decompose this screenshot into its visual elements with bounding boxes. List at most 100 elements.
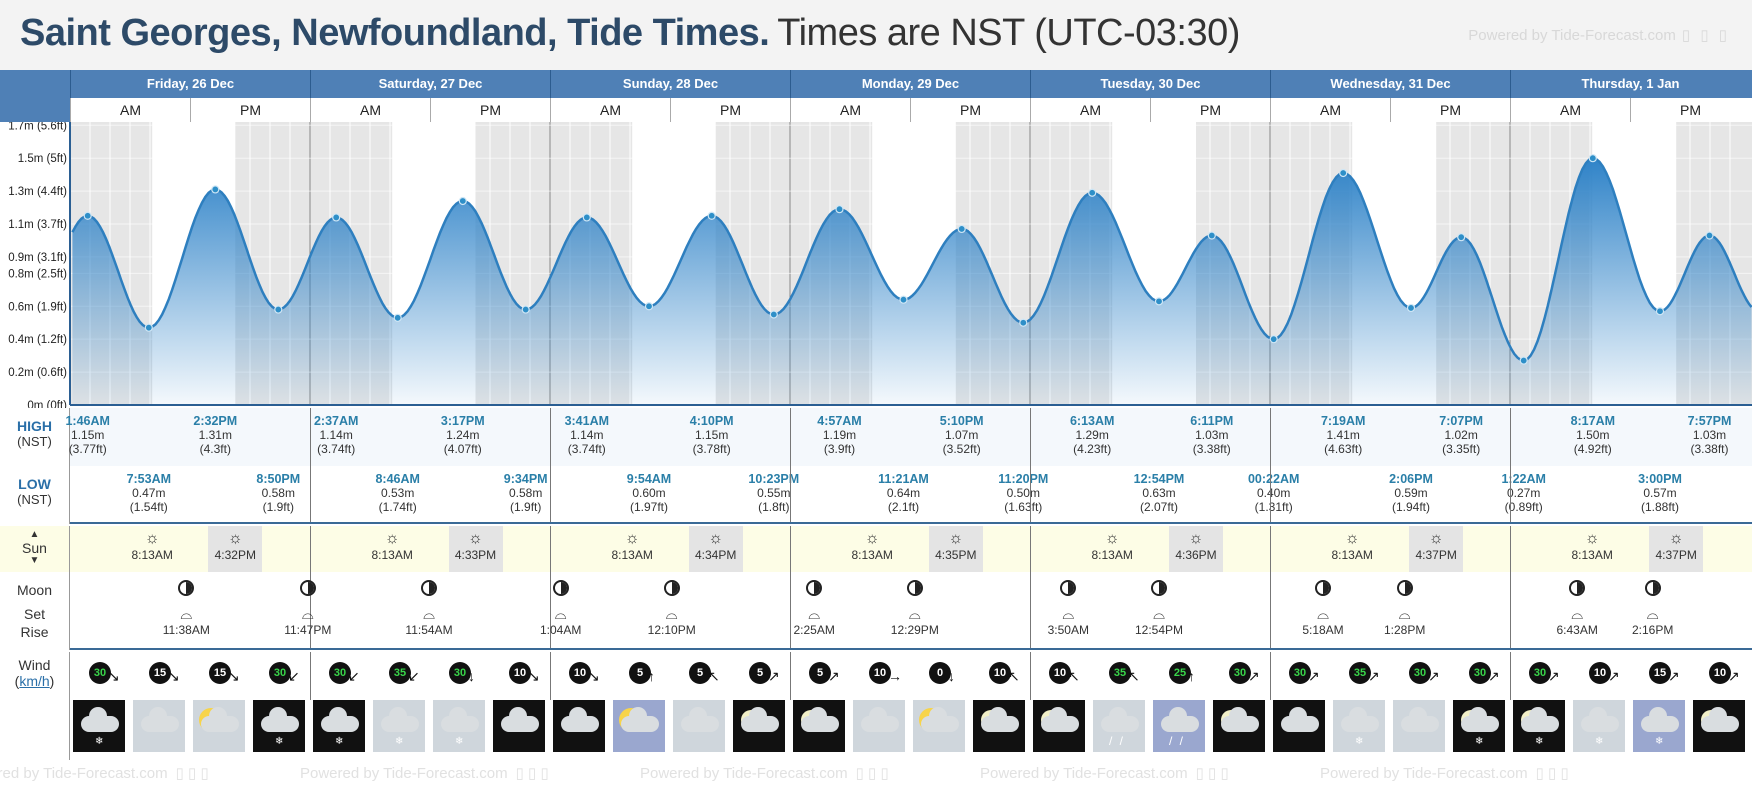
snow-icon: ❄ <box>1655 736 1664 747</box>
wind-entry: 30 ↗ <box>1270 662 1330 684</box>
high-tide-entry: 3:41AM 1.14m (3.74ft) <box>557 414 617 456</box>
powered-by[interactable]: Powered by Tide-Forecast.com ▯ ▯ ▯ <box>1468 26 1730 44</box>
moon-rise-icon: ⌓ <box>1646 606 1659 623</box>
low-tide-meters: 0.47m <box>132 486 166 500</box>
low-tide-entry: 9:34PM 0.58m (1.9ft) <box>496 472 556 514</box>
low-tide-meters: 0.58m <box>509 486 543 500</box>
low-tide-feet: (1.63ft) <box>1004 500 1043 514</box>
high-tide-row: 1:46AM 1.15m (3.77ft) 2:32PM 1.31m (4.3ft) 2:3… <box>65 408 1752 466</box>
am-label-0: AM <box>70 98 190 122</box>
low-tide-meters: 0.57m <box>1643 486 1677 500</box>
high-tide-meters: 1.03m <box>1195 428 1229 442</box>
day-separator <box>1030 572 1031 648</box>
day-separator <box>1270 652 1271 700</box>
wind-direction-icon: ↑ <box>648 668 655 684</box>
footer-icons: ▯ ▯ ▯ <box>175 765 209 782</box>
day-separator <box>550 652 551 700</box>
sunrise-icon: ☼ <box>624 530 640 547</box>
day-separator <box>1030 526 1031 572</box>
powered-by-text[interactable]: Powered by Tide-Forecast.com <box>1468 27 1676 44</box>
moon-set-time: 3:50AM <box>1047 623 1089 637</box>
sunset-shade <box>208 526 263 572</box>
high-tide-time: 6:13AM <box>1069 414 1115 428</box>
wind-entry: 35 ↖ <box>1090 662 1150 684</box>
high-tide-meters: 1.29m <box>1075 428 1109 442</box>
wind-direction-icon: ↙ <box>408 668 420 684</box>
high-tide-meters: 1.02m <box>1444 428 1478 442</box>
sunset-shade <box>928 526 983 572</box>
high-tide-feet: (3.74ft) <box>567 442 606 456</box>
tide-extreme-point <box>1406 303 1416 313</box>
tide-extreme-point <box>274 305 283 314</box>
low-tide-meters: 0.58m <box>261 486 295 500</box>
sun-up-arrow-icon: ▲ <box>29 529 40 540</box>
day-header-3: Monday, 29 Dec <box>790 70 1030 98</box>
high-tide-entry: 7:57PM 1.03m (3.38ft) <box>1680 414 1740 456</box>
moon-phase-icon <box>1151 580 1167 596</box>
low-tide-meters: 0.27m <box>1507 486 1541 500</box>
weather-icon-cloud: ❄ <box>253 700 306 752</box>
wind-direction-icon: ↖ <box>1008 668 1020 684</box>
moon-rise-time: 11:54AM <box>405 623 453 637</box>
snow-icon: ❄ <box>1595 736 1604 747</box>
weather-icon-cloud: / / <box>1093 700 1146 752</box>
wind-speed-badge: 30 <box>89 662 111 684</box>
low-tide-entry: 1:22AM 0.27m (0.89ft) <box>1494 472 1554 514</box>
low-tide-entry: 11:21AM 0.64m (2.1ft) <box>874 472 934 514</box>
footer-icons: ▯ ▯ ▯ <box>515 765 549 782</box>
weather-icon-cloud: ❄ <box>433 700 486 752</box>
am-label-5: AM <box>1270 98 1390 122</box>
tide-extreme-point <box>644 302 654 311</box>
moon-set-time: 11:47PM <box>284 623 332 637</box>
weather-icon-sun-cloud <box>613 700 666 752</box>
moon-phase-icon <box>1396 580 1413 596</box>
wind-direction-icon: ↙ <box>288 668 300 684</box>
wind-direction-icon: ↘ <box>108 668 120 684</box>
wind-speed-badge: 10 <box>509 662 531 684</box>
moon-rise-icon: ⌓ <box>423 606 435 623</box>
weather-icon-sun-cloud <box>193 700 246 752</box>
high-tide-time: 2:32PM <box>193 414 238 428</box>
high-tide-entry: 6:13AM 1.29m (4.23ft) <box>1062 414 1122 456</box>
cloud-icon <box>1401 707 1439 732</box>
high-tide-meters: 1.31m <box>198 428 232 442</box>
moon-phase-icon <box>552 580 569 596</box>
high-tide-entry: 6:11PM 1.03m (3.38ft) <box>1182 414 1242 456</box>
wind-unit-link[interactable]: km/h <box>19 673 50 689</box>
low-tz: (NST) <box>17 492 52 507</box>
wind-speed-badge: 10 <box>569 662 591 684</box>
moon-rise-time: 1:28PM <box>1384 623 1426 637</box>
cloud-icon <box>81 707 119 732</box>
sunrise-time: 8:13AM <box>611 548 653 562</box>
sunset-time: 4:33PM <box>454 548 497 562</box>
day-separator <box>1270 408 1271 466</box>
high-tide-feet: (3.38ft) <box>1690 442 1729 456</box>
high-tide-time: 3:41AM <box>564 414 610 428</box>
high-tide-meters: 1.50m <box>1576 428 1610 442</box>
y-tick-label: 0.4m (1.2ft) <box>8 334 67 346</box>
y-tick-label: 0.9m (3.1ft) <box>8 252 67 264</box>
wind-direction-icon: ↙ <box>348 668 360 684</box>
snow-icon: ❄ <box>95 736 104 747</box>
wind-entry: 15 ↗ <box>1630 662 1690 684</box>
wind-direction-icon: ↗ <box>1308 668 1320 684</box>
pm-label-3: PM <box>910 98 1030 122</box>
sunrise-entry: ☼ 8:13AM <box>122 530 182 562</box>
day-separator <box>1270 466 1271 522</box>
cloud-icon <box>1581 707 1619 732</box>
weather-icon-cloud <box>1273 700 1326 752</box>
day-separator <box>790 466 791 522</box>
day-separator <box>1510 572 1511 648</box>
snow-icon: ❄ <box>455 736 464 747</box>
tide-extreme-point <box>1705 231 1714 240</box>
day-header-1: Saturday, 27 Dec <box>310 70 550 98</box>
sunset-time: 4:37PM <box>1655 548 1697 562</box>
high-tide-time: 5:10PM <box>939 414 984 428</box>
sunset-shade <box>688 526 743 572</box>
am-label-6: AM <box>1510 98 1630 122</box>
social-icons[interactable]: ▯ ▯ ▯ <box>1681 27 1730 44</box>
moon-set-icon: ⌓ <box>1317 606 1329 623</box>
wind-speed-badge: 5 <box>749 662 771 684</box>
moon-phase-icon <box>299 580 316 596</box>
low-tide-entry: 12:54PM 0.63m (2.07ft) <box>1129 472 1189 514</box>
